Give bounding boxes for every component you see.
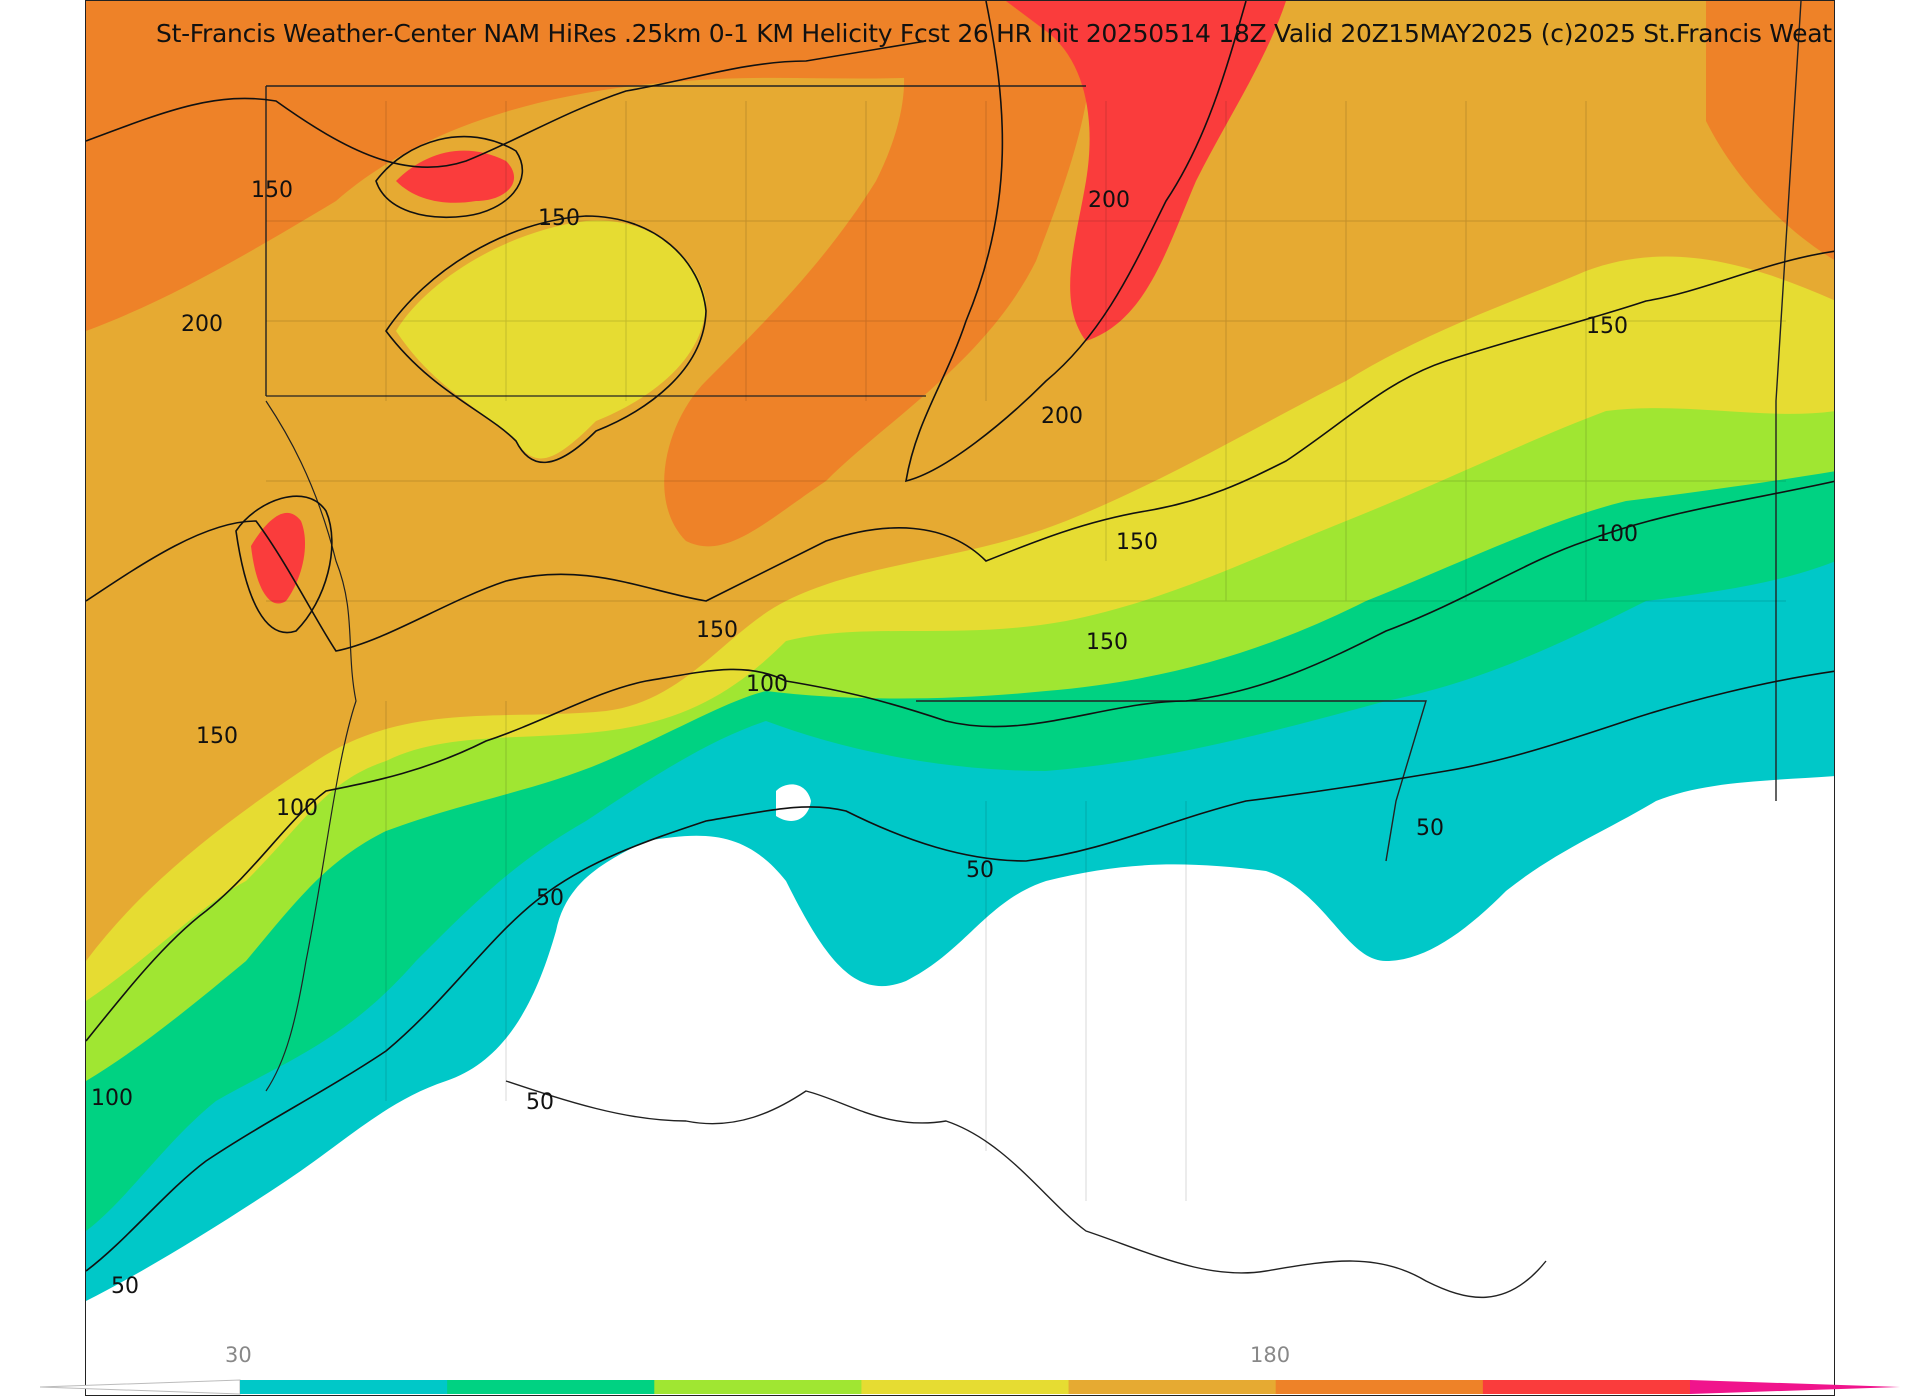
map-title: St-Francis Weather-Center NAM HiRes .25k… (156, 19, 1835, 48)
contour-150-yellow (385, 215, 707, 464)
contour-150-main (86, 250, 1834, 652)
contour-label: 50 (526, 1090, 554, 1115)
contour-label: 150 (696, 618, 738, 643)
contour-label: 100 (276, 796, 318, 821)
fill-white-lake (776, 784, 811, 821)
map-canvas: 150 150 200 200 150 150 200 150 100 150 … (86, 1, 1834, 1395)
colorbar-segment (1275, 1380, 1484, 1394)
contour-label: 200 (1041, 404, 1083, 429)
colorbar-segment (1068, 1380, 1277, 1394)
contour-label: 50 (111, 1274, 139, 1299)
state-border-east (1775, 1, 1802, 801)
contour-label: 200 (1088, 188, 1130, 213)
contour-200-nw-cell (375, 135, 523, 219)
contour-label: 200 (181, 312, 223, 337)
contour-label: 100 (91, 1086, 133, 1111)
contour-100 (86, 480, 1834, 1042)
contour-label: 150 (1086, 630, 1128, 655)
coast-line (505, 1080, 1547, 1299)
river-line (265, 400, 357, 1092)
contour-label: 50 (1416, 816, 1444, 841)
helicity-contours (86, 1, 1834, 1272)
contour-labels: 150 150 200 200 150 150 200 150 100 150 … (91, 178, 1638, 1299)
contour-200-north (905, 1, 1247, 483)
contour-50 (86, 670, 1834, 1272)
fill-c200-northeast (1006, 1, 1286, 341)
colorbar-segment (654, 1380, 862, 1394)
colorbar-segment (447, 1380, 655, 1394)
helicity-map: 150 150 200 200 150 150 200 150 100 150 … (85, 0, 1835, 1396)
helicity-fill (86, 1, 1834, 1395)
county-lines (266, 101, 1786, 1201)
colorbar-segments (240, 1380, 1691, 1394)
contour-label: 150 (251, 178, 293, 203)
fill-c175-ridge (606, 1, 1092, 547)
contour-200-west-cell (235, 495, 333, 634)
contour-label: 100 (1596, 522, 1638, 547)
colorbar-tick-label: 30 (225, 1343, 252, 1367)
contour-label: 150 (538, 206, 580, 231)
colorbar (40, 1379, 1900, 1395)
contour-label: 150 (196, 724, 238, 749)
colorbar-left-arrow (40, 1379, 241, 1395)
fill-c175-east (1706, 1, 1834, 260)
contour-label: 50 (966, 858, 994, 883)
contour-label: 50 (536, 886, 564, 911)
colorbar-segment (861, 1380, 1070, 1394)
fill-c200-northwest (396, 150, 515, 203)
colorbar-segment (1482, 1380, 1691, 1394)
fill-c200-west (251, 512, 306, 604)
fill-c125-upper (396, 220, 706, 459)
contour-label: 150 (1586, 314, 1628, 339)
contour-label: 150 (1116, 530, 1158, 555)
contour-label: 100 (746, 672, 788, 697)
colorbar-tick-label: 180 (1250, 1343, 1291, 1367)
boundaries (265, 1, 1802, 1299)
fill-white-south (86, 776, 1834, 1395)
colorbar-right-arrow (1690, 1380, 1900, 1394)
colorbar-segment (240, 1380, 448, 1394)
contour-150-upper (86, 40, 927, 169)
